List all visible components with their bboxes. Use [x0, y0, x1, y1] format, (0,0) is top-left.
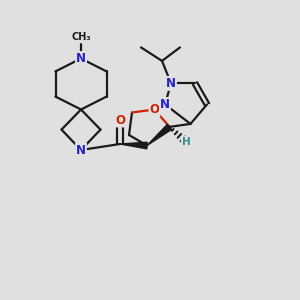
Text: H: H [182, 137, 190, 147]
Text: O: O [115, 113, 125, 127]
Text: O: O [149, 103, 160, 116]
Text: N: N [76, 52, 86, 65]
Text: N: N [76, 143, 86, 157]
Text: CH₃: CH₃ [71, 32, 91, 43]
Text: N: N [166, 77, 176, 90]
Text: N: N [160, 98, 170, 111]
Polygon shape [147, 124, 172, 146]
Polygon shape [120, 142, 147, 149]
